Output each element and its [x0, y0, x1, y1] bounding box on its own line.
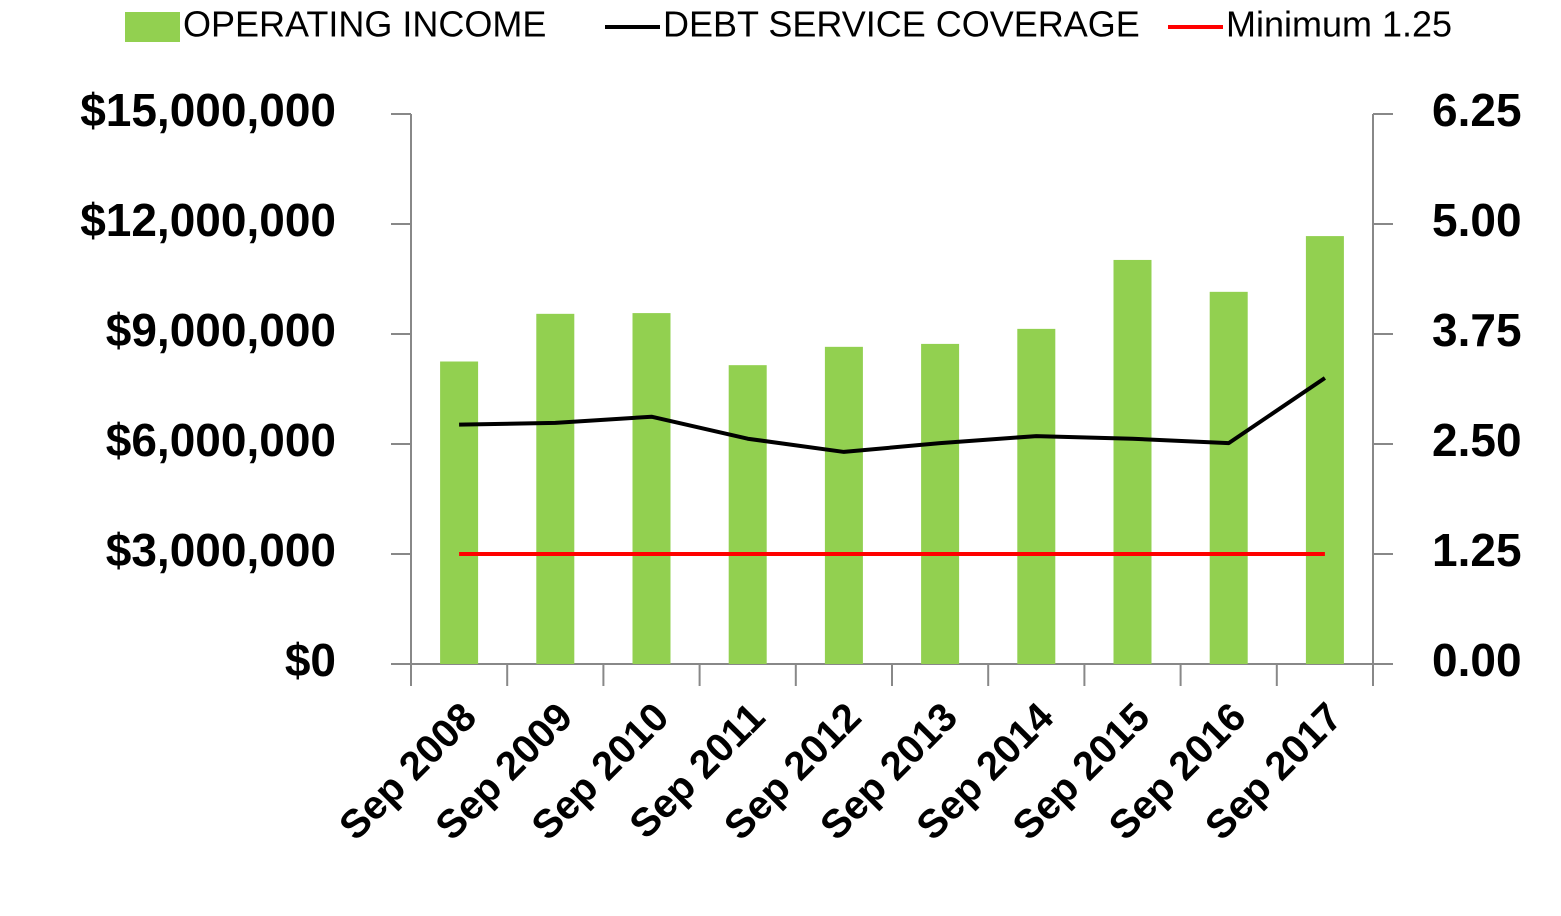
y-tick-label: $0 [285, 634, 336, 686]
y2-tick-label: 5.00 [1432, 194, 1522, 246]
y-tick-label: $9,000,000 [106, 304, 336, 356]
line [459, 376, 1327, 454]
bar [1305, 236, 1344, 664]
y-tick-label: $15,000,000 [80, 84, 336, 136]
bar [632, 313, 671, 664]
bar [1113, 259, 1152, 664]
y2-tick-label: 1.25 [1432, 524, 1522, 576]
legend-label: Minimum 1.25 [1226, 4, 1452, 45]
y2-tick-label: 6.25 [1432, 84, 1522, 136]
bar [921, 343, 960, 664]
legend-label: OPERATING INCOME [183, 4, 546, 45]
y-tick-label: $6,000,000 [106, 414, 336, 466]
bar [824, 346, 863, 664]
bar [1017, 328, 1056, 664]
legend-swatch [125, 12, 180, 42]
bar [440, 361, 479, 664]
y2-tick-label: 0.00 [1432, 634, 1522, 686]
bar [728, 365, 767, 664]
y-tick-label: $12,000,000 [80, 194, 336, 246]
y-tick-label: $3,000,000 [106, 524, 336, 576]
bar [1209, 291, 1248, 664]
legend-label: DEBT SERVICE COVERAGE [663, 4, 1140, 45]
y2-tick-label: 2.50 [1432, 414, 1522, 466]
y2-tick-label: 3.75 [1432, 304, 1522, 356]
bar [536, 313, 575, 664]
